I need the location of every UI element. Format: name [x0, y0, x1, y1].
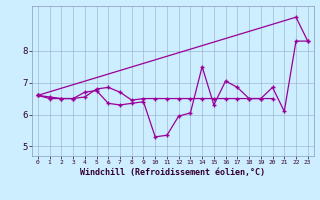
X-axis label: Windchill (Refroidissement éolien,°C): Windchill (Refroidissement éolien,°C) [80, 168, 265, 177]
